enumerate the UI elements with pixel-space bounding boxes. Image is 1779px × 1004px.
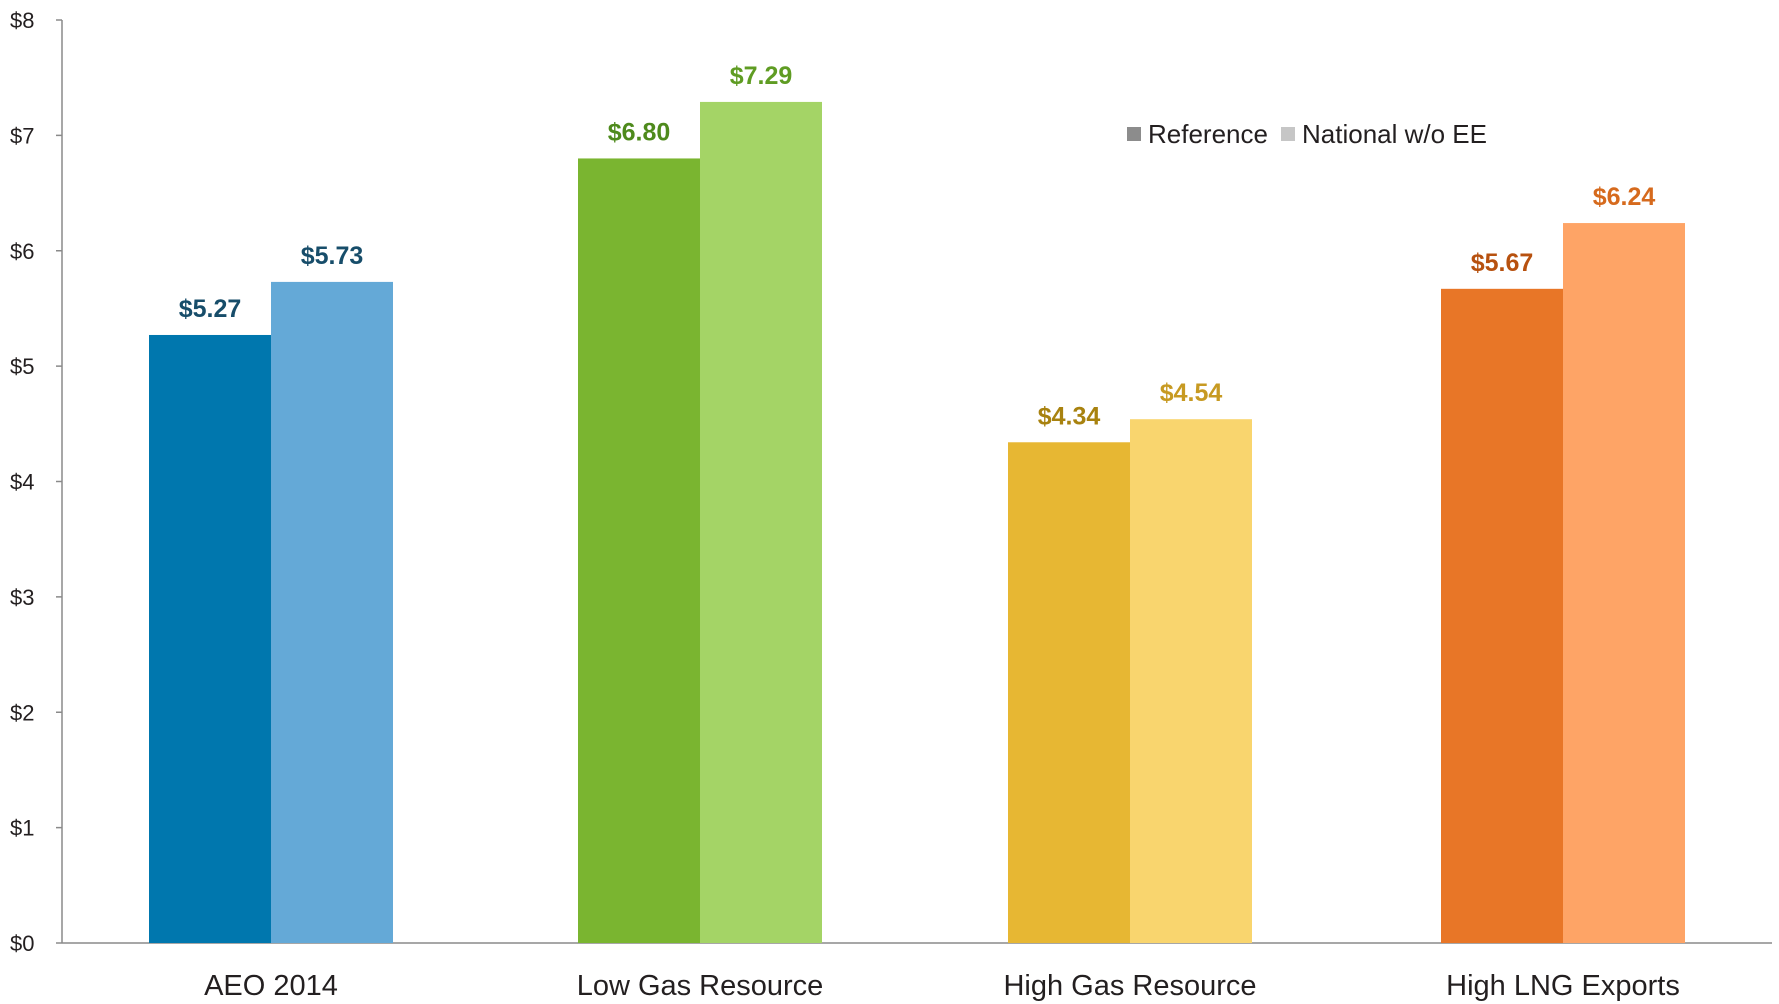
- data-label: $5.27: [179, 295, 242, 323]
- legend-swatch: [1281, 127, 1295, 141]
- bar-reference-1: [578, 158, 700, 943]
- bars: [149, 101, 1685, 944]
- y-tick-label: $5: [10, 354, 34, 379]
- legend-swatch: [1127, 127, 1141, 141]
- y-tick-label: $2: [10, 700, 34, 725]
- legend-label: Reference: [1148, 119, 1268, 149]
- y-tick-label: $0: [10, 931, 34, 956]
- bar-national-wo-ee-2: [1130, 419, 1252, 943]
- x-tick-label: AEO 2014: [204, 970, 338, 1002]
- bar-reference-2: [1008, 442, 1130, 943]
- legend: Reference National w/o EE: [1127, 119, 1487, 149]
- data-label: $6.80: [608, 118, 671, 146]
- bar-national-wo-ee-1: [700, 101, 822, 943]
- bar-national-wo-ee-3: [1563, 223, 1685, 943]
- bar-national-wo-ee-0: [271, 281, 393, 943]
- x-tick-label: Low Gas Resource: [577, 970, 824, 1002]
- x-tick-label: High Gas Resource: [1003, 970, 1256, 1002]
- data-label: $6.24: [1593, 183, 1656, 211]
- axes: $0 $1 $2 $3 $4 $5 $6 $7 $8 AEO 2014 Low Gas Resour…: [10, 8, 1772, 1002]
- y-tick-label: $3: [10, 585, 34, 610]
- bar-reference-0: [149, 334, 271, 943]
- data-label: $7.29: [730, 62, 793, 90]
- data-label: $5.73: [301, 242, 364, 270]
- y-tick-label: $4: [10, 470, 34, 495]
- legend-label: National w/o EE: [1302, 119, 1487, 149]
- data-label: $5.67: [1471, 249, 1534, 277]
- bar-reference-3: [1441, 288, 1563, 944]
- data-label: $4.54: [1160, 379, 1223, 407]
- y-tick-label: $8: [10, 8, 34, 33]
- y-tick-label: $1: [10, 816, 34, 841]
- x-tick-label: High LNG Exports: [1446, 970, 1680, 1002]
- y-tick-label: $6: [10, 239, 34, 264]
- data-labels: $5.27 $5.73 $6.80 $7.29 $4.34 $4.54 $5.67 $6.24: [179, 62, 1656, 430]
- data-label: $4.34: [1038, 402, 1101, 430]
- y-tick-label: $7: [10, 123, 34, 148]
